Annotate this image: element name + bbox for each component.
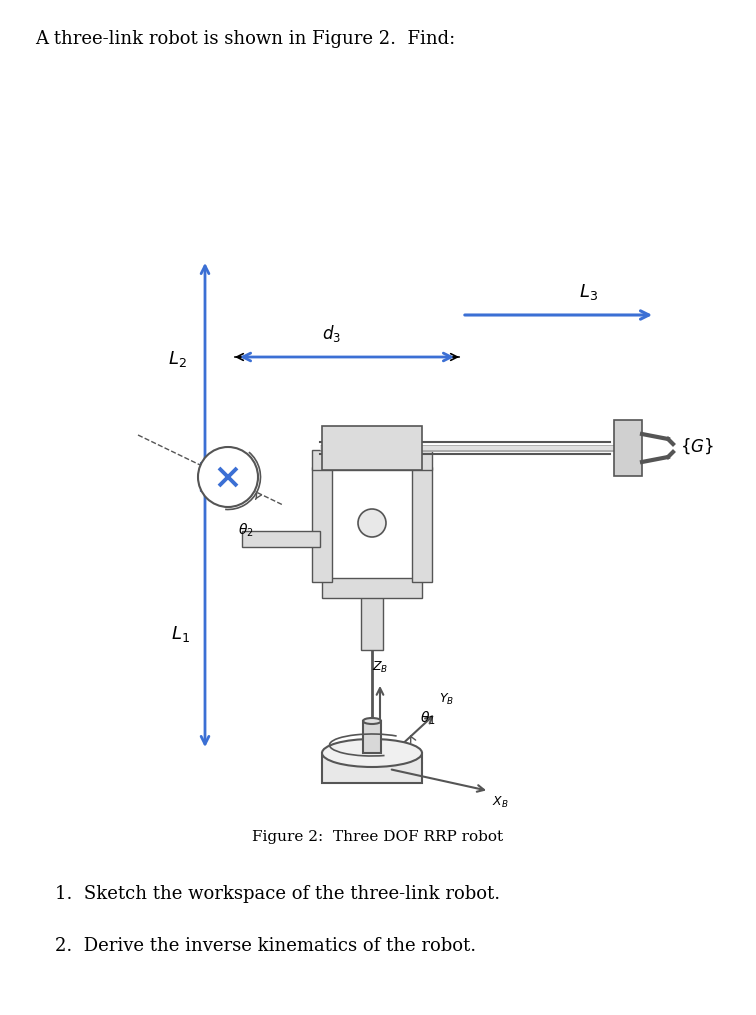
Text: Figure 2:  Three DOF RRP robot: Figure 2: Three DOF RRP robot [253, 830, 503, 844]
Bar [361, 595, 383, 650]
Bar [322, 753, 422, 783]
Bar [322, 578, 422, 598]
Ellipse shape [322, 739, 422, 767]
Circle shape [358, 509, 386, 537]
Bar [242, 531, 320, 547]
Bar [322, 426, 422, 470]
Text: A three-link robot is shown in Figure 2.  Find:: A three-link robot is shown in Figure 2.… [35, 30, 455, 48]
Text: $Z_B$: $Z_B$ [372, 660, 388, 675]
Text: $\theta_2$: $\theta_2$ [238, 522, 254, 539]
Text: $\{G\}$: $\{G\}$ [680, 436, 714, 456]
Ellipse shape [322, 749, 422, 777]
Text: $X_B$: $X_B$ [492, 795, 509, 810]
Text: $d_3$: $d_3$ [323, 323, 342, 344]
Text: 1.  Sketch the workspace of the three-link robot.: 1. Sketch the workspace of the three-lin… [55, 885, 500, 903]
Bar [614, 420, 642, 476]
Text: 2.  Derive the inverse kinematics of the robot.: 2. Derive the inverse kinematics of the … [55, 937, 476, 955]
Text: $L_1$: $L_1$ [171, 623, 190, 644]
Text: $Y_B$: $Y_B$ [439, 692, 454, 707]
Text: $L_2$: $L_2$ [168, 348, 187, 368]
Bar [363, 721, 381, 753]
Bar [412, 467, 432, 582]
Bar [312, 450, 432, 470]
Text: $\theta_1$: $\theta_1$ [420, 710, 435, 728]
Text: $L_3$: $L_3$ [579, 282, 598, 302]
Bar [312, 467, 332, 582]
Circle shape [198, 447, 258, 508]
Ellipse shape [363, 718, 381, 724]
